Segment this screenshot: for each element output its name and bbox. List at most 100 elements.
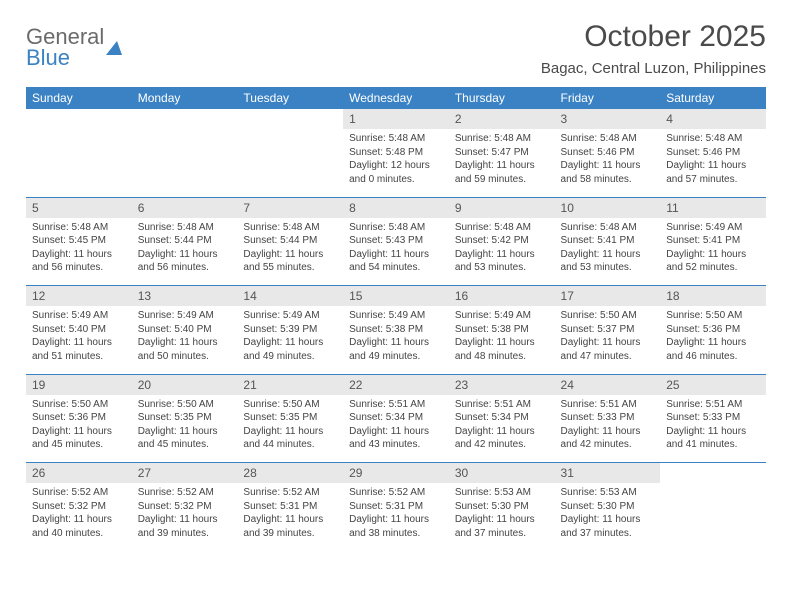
logo: General Blue xyxy=(26,26,122,69)
sunset-line: Sunset: 5:45 PM xyxy=(32,234,126,248)
calendar-cell: 15Sunrise: 5:49 AMSunset: 5:38 PMDayligh… xyxy=(343,286,449,374)
sunset-line: Sunset: 5:40 PM xyxy=(138,323,232,337)
cell-body: Sunrise: 5:52 AMSunset: 5:32 PMDaylight:… xyxy=(26,483,132,546)
sunset-line: Sunset: 5:33 PM xyxy=(666,411,760,425)
calendar-week-row: 26Sunrise: 5:52 AMSunset: 5:32 PMDayligh… xyxy=(26,463,766,551)
day-number: 21 xyxy=(237,375,343,395)
calendar-cell: 31Sunrise: 5:53 AMSunset: 5:30 PMDayligh… xyxy=(555,463,661,551)
day-number: 24 xyxy=(555,375,661,395)
logo-text-blue: Blue xyxy=(26,47,104,69)
calendar-table: SundayMondayTuesdayWednesdayThursdayFrid… xyxy=(26,87,766,551)
calendar-cell: 10Sunrise: 5:48 AMSunset: 5:41 PMDayligh… xyxy=(555,198,661,286)
calendar-cell: 24Sunrise: 5:51 AMSunset: 5:33 PMDayligh… xyxy=(555,375,661,463)
day-number: 2 xyxy=(449,109,555,129)
calendar-cell: 4Sunrise: 5:48 AMSunset: 5:46 PMDaylight… xyxy=(660,109,766,197)
sunrise-line: Sunrise: 5:48 AM xyxy=(666,132,760,146)
calendar-week-row: 1Sunrise: 5:48 AMSunset: 5:48 PMDaylight… xyxy=(26,109,766,197)
calendar-cell: 29Sunrise: 5:52 AMSunset: 5:31 PMDayligh… xyxy=(343,463,449,551)
daylight-line: Daylight: 12 hours and 0 minutes. xyxy=(349,159,443,186)
cell-body: Sunrise: 5:51 AMSunset: 5:33 PMDaylight:… xyxy=(555,395,661,458)
daylight-line: Daylight: 11 hours and 54 minutes. xyxy=(349,248,443,275)
cell-body: Sunrise: 5:48 AMSunset: 5:46 PMDaylight:… xyxy=(660,129,766,192)
daylight-line: Daylight: 11 hours and 37 minutes. xyxy=(561,513,655,540)
cell-body: Sunrise: 5:53 AMSunset: 5:30 PMDaylight:… xyxy=(449,483,555,546)
sunrise-line: Sunrise: 5:52 AM xyxy=(349,486,443,500)
sunrise-line: Sunrise: 5:48 AM xyxy=(455,221,549,235)
day-number: 19 xyxy=(26,375,132,395)
sunset-line: Sunset: 5:31 PM xyxy=(349,500,443,514)
sunset-line: Sunset: 5:44 PM xyxy=(243,234,337,248)
day-number: 6 xyxy=(132,198,238,218)
calendar-cell: 7Sunrise: 5:48 AMSunset: 5:44 PMDaylight… xyxy=(237,198,343,286)
day-number: 17 xyxy=(555,286,661,306)
sunset-line: Sunset: 5:40 PM xyxy=(32,323,126,337)
sunset-line: Sunset: 5:47 PM xyxy=(455,146,549,160)
day-number: 28 xyxy=(237,463,343,483)
day-number: 10 xyxy=(555,198,661,218)
sunrise-line: Sunrise: 5:50 AM xyxy=(243,398,337,412)
daylight-line: Daylight: 11 hours and 41 minutes. xyxy=(666,425,760,452)
day-number: 5 xyxy=(26,198,132,218)
day-header: Saturday xyxy=(660,87,766,109)
calendar-cell: 17Sunrise: 5:50 AMSunset: 5:37 PMDayligh… xyxy=(555,286,661,374)
calendar-cell: 9Sunrise: 5:48 AMSunset: 5:42 PMDaylight… xyxy=(449,198,555,286)
cell-body: Sunrise: 5:52 AMSunset: 5:32 PMDaylight:… xyxy=(132,483,238,546)
sunrise-line: Sunrise: 5:48 AM xyxy=(561,132,655,146)
sunset-line: Sunset: 5:36 PM xyxy=(32,411,126,425)
daylight-line: Daylight: 11 hours and 59 minutes. xyxy=(455,159,549,186)
cell-body: Sunrise: 5:50 AMSunset: 5:35 PMDaylight:… xyxy=(132,395,238,458)
day-number: 15 xyxy=(343,286,449,306)
calendar-cell: 21Sunrise: 5:50 AMSunset: 5:35 PMDayligh… xyxy=(237,375,343,463)
day-number: 14 xyxy=(237,286,343,306)
sunset-line: Sunset: 5:37 PM xyxy=(561,323,655,337)
calendar-cell: 12Sunrise: 5:49 AMSunset: 5:40 PMDayligh… xyxy=(26,286,132,374)
daylight-line: Daylight: 11 hours and 57 minutes. xyxy=(666,159,760,186)
cell-body: Sunrise: 5:49 AMSunset: 5:40 PMDaylight:… xyxy=(132,306,238,369)
daylight-line: Daylight: 11 hours and 44 minutes. xyxy=(243,425,337,452)
cell-body: Sunrise: 5:49 AMSunset: 5:40 PMDaylight:… xyxy=(26,306,132,369)
sunset-line: Sunset: 5:30 PM xyxy=(561,500,655,514)
calendar-cell: 18Sunrise: 5:50 AMSunset: 5:36 PMDayligh… xyxy=(660,286,766,374)
daylight-line: Daylight: 11 hours and 50 minutes. xyxy=(138,336,232,363)
calendar-cell xyxy=(26,109,132,197)
cell-body: Sunrise: 5:49 AMSunset: 5:39 PMDaylight:… xyxy=(237,306,343,369)
day-number: 12 xyxy=(26,286,132,306)
daylight-line: Daylight: 11 hours and 49 minutes. xyxy=(243,336,337,363)
sunrise-line: Sunrise: 5:51 AM xyxy=(666,398,760,412)
day-header: Tuesday xyxy=(237,87,343,109)
calendar-cell: 23Sunrise: 5:51 AMSunset: 5:34 PMDayligh… xyxy=(449,375,555,463)
sunrise-line: Sunrise: 5:48 AM xyxy=(243,221,337,235)
sunrise-line: Sunrise: 5:53 AM xyxy=(561,486,655,500)
calendar-cell: 30Sunrise: 5:53 AMSunset: 5:30 PMDayligh… xyxy=(449,463,555,551)
sunset-line: Sunset: 5:38 PM xyxy=(349,323,443,337)
calendar-cell: 5Sunrise: 5:48 AMSunset: 5:45 PMDaylight… xyxy=(26,198,132,286)
sunset-line: Sunset: 5:41 PM xyxy=(666,234,760,248)
cell-body: Sunrise: 5:50 AMSunset: 5:37 PMDaylight:… xyxy=(555,306,661,369)
calendar-cell: 25Sunrise: 5:51 AMSunset: 5:33 PMDayligh… xyxy=(660,375,766,463)
sunrise-line: Sunrise: 5:51 AM xyxy=(455,398,549,412)
cell-body: Sunrise: 5:51 AMSunset: 5:33 PMDaylight:… xyxy=(660,395,766,458)
daylight-line: Daylight: 11 hours and 42 minutes. xyxy=(455,425,549,452)
calendar-cell xyxy=(660,463,766,551)
daylight-line: Daylight: 11 hours and 52 minutes. xyxy=(666,248,760,275)
day-number: 25 xyxy=(660,375,766,395)
cell-body: Sunrise: 5:49 AMSunset: 5:41 PMDaylight:… xyxy=(660,218,766,281)
daylight-line: Daylight: 11 hours and 37 minutes. xyxy=(455,513,549,540)
cell-body: Sunrise: 5:48 AMSunset: 5:44 PMDaylight:… xyxy=(132,218,238,281)
cell-body: Sunrise: 5:48 AMSunset: 5:42 PMDaylight:… xyxy=(449,218,555,281)
day-number: 26 xyxy=(26,463,132,483)
cell-body: Sunrise: 5:48 AMSunset: 5:46 PMDaylight:… xyxy=(555,129,661,192)
cell-body: Sunrise: 5:50 AMSunset: 5:36 PMDaylight:… xyxy=(660,306,766,369)
calendar-cell: 2Sunrise: 5:48 AMSunset: 5:47 PMDaylight… xyxy=(449,109,555,197)
day-header: Wednesday xyxy=(343,87,449,109)
logo-triangle-icon xyxy=(106,41,122,55)
sunset-line: Sunset: 5:30 PM xyxy=(455,500,549,514)
calendar-cell: 3Sunrise: 5:48 AMSunset: 5:46 PMDaylight… xyxy=(555,109,661,197)
sunrise-line: Sunrise: 5:49 AM xyxy=(32,309,126,323)
day-number: 1 xyxy=(343,109,449,129)
daylight-line: Daylight: 11 hours and 47 minutes. xyxy=(561,336,655,363)
month-title: October 2025 xyxy=(541,20,766,54)
sunset-line: Sunset: 5:39 PM xyxy=(243,323,337,337)
daylight-line: Daylight: 11 hours and 46 minutes. xyxy=(666,336,760,363)
location-label: Bagac, Central Luzon, Philippines xyxy=(541,60,766,77)
